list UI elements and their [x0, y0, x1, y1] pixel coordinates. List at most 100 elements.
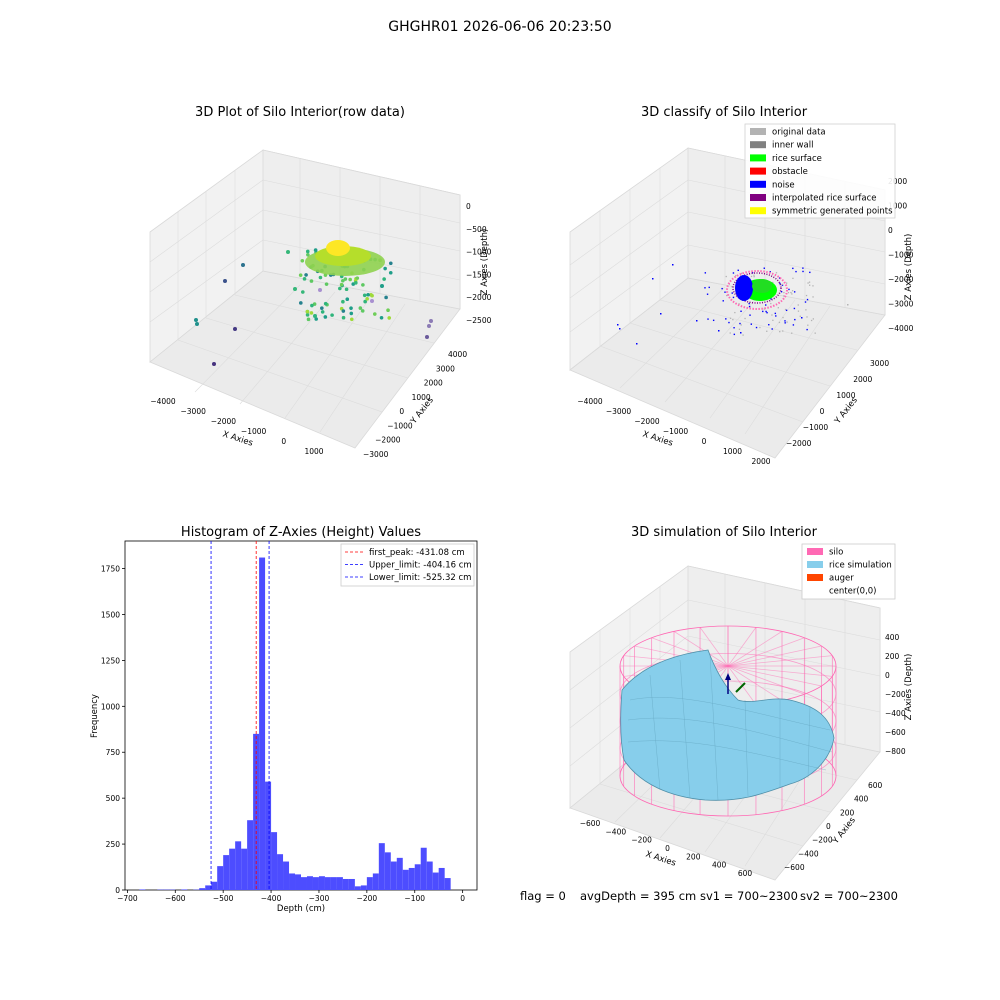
classify-noise-point [778, 277, 781, 279]
raw-point [341, 309, 346, 313]
raw-z-tick: −1000 [466, 248, 492, 257]
classify-legend-label: original data [772, 128, 826, 138]
classify-noise-point [802, 270, 804, 273]
classify-original-point [740, 324, 742, 326]
raw-x-tick: −4000 [150, 397, 176, 406]
classify-original-point [807, 282, 809, 284]
classify-z-ticks: −4000 −3000 −2000 −1000 0 1000 2000 [888, 177, 914, 333]
raw-x-ticks: −4000 −3000 −2000 −1000 0 1000 [150, 397, 323, 456]
classify-y-tick: 2000 [853, 375, 872, 384]
raw-point [241, 263, 245, 267]
histogram-bar [241, 848, 248, 890]
classify-noise-point [740, 310, 742, 312]
raw-point [341, 278, 345, 283]
simulation-z-tick: 0 [885, 671, 890, 680]
classify-noise-point [672, 264, 674, 266]
classify-original-point [782, 330, 784, 332]
simulation-x-ticks: −600 −400 −200 0 200 400 600 [580, 819, 753, 878]
raw-point [355, 276, 360, 280]
raw-point [313, 248, 318, 252]
classify-legend-swatch [750, 154, 766, 162]
histogram-bar [390, 861, 397, 890]
footer-status: flag = 0 avgDepth = 395 cm sv1 = 700~230… [520, 889, 898, 903]
classify-noise-point [724, 291, 726, 293]
classify-z-tick: −3000 [888, 300, 914, 309]
simulation-z-tick: −800 [885, 747, 906, 756]
classify-original-point [791, 293, 793, 295]
histogram-bar [247, 820, 254, 890]
panel-raw-title: 3D Plot of Silo Interior(row data) [195, 105, 405, 120]
histogram-bar [229, 848, 236, 890]
classify-original-point [799, 315, 801, 317]
simulation-legend-label: silo [829, 548, 843, 558]
simulation-x-tick: −600 [580, 819, 601, 828]
classify-noise-point [771, 328, 773, 330]
histogram-x-tick: −400 [261, 894, 282, 903]
classify-noise-point [737, 269, 739, 272]
classify-noise-point [755, 326, 758, 329]
classify-original-point [785, 282, 788, 284]
raw-point [349, 311, 354, 316]
histogram-legend-label: Upper_limit: -404.16 cm [369, 561, 472, 571]
classify-original-point [790, 291, 792, 294]
histogram-bar [360, 885, 367, 890]
classify-legend: original data inner wall rice surface obsta… [744, 123, 896, 219]
raw-z-tick: 0 [466, 202, 471, 211]
classify-legend-label: rice surface [772, 154, 822, 164]
histogram-legend-label: first_peak: -431.08 cm [369, 548, 465, 558]
classify-original-point [812, 318, 815, 320]
histogram-bar [438, 867, 445, 890]
classify-original-point [847, 304, 849, 306]
classify-original-point [810, 319, 813, 322]
simulation-x-tick: 0 [665, 844, 670, 853]
classify-original-point [806, 316, 808, 318]
classify-y-tick: 3000 [870, 359, 889, 368]
raw-point [305, 309, 310, 314]
simulation-y-tick: 600 [868, 781, 883, 790]
raw-point [360, 309, 365, 313]
classify-original-point [753, 276, 755, 278]
classify-noise-point [801, 317, 803, 319]
classify-original-point [781, 283, 784, 286]
raw-z-tick: −1500 [466, 270, 492, 279]
histogram-bar [336, 877, 343, 890]
histogram-legend-label: Lower_limit: -525.32 cm [369, 573, 471, 583]
classify-original-point [772, 281, 774, 284]
classify-zlabel: Z Axies (Depth) [904, 234, 914, 301]
classify-x-ticks: −4000−3000−2000−1000 0 1000 2000 [577, 397, 770, 466]
raw-point [313, 314, 317, 318]
histogram-y-tick: 750 [106, 748, 121, 757]
simulation-legend-swatch [807, 548, 823, 555]
classify-original-point [772, 319, 774, 321]
classify-noise-point [617, 324, 619, 326]
classify-original-point [812, 285, 814, 287]
classify-noise-point [728, 321, 730, 324]
raw-z-tick: −2000 [466, 293, 492, 302]
histogram-bar [420, 847, 427, 890]
histogram-bar [384, 852, 391, 890]
classify-y-tick: −2000 [786, 439, 812, 448]
raw-point [348, 277, 352, 282]
classify-original-point [809, 284, 811, 286]
raw-point [363, 299, 367, 304]
classify-noise-point [774, 312, 777, 315]
histogram-x-tick: −500 [213, 894, 234, 903]
raw-point [372, 312, 377, 316]
histogram-bar [223, 855, 230, 890]
classify-original-point [729, 317, 732, 319]
histogram-bar [330, 877, 337, 890]
classify-noise-point [804, 301, 807, 303]
classify-noise-point [793, 307, 796, 310]
raw-point [301, 290, 305, 294]
classify-original-point [734, 311, 736, 314]
silo-spoke [673, 631, 729, 667]
panel-classify-title: 3D classify of Silo Interior [641, 105, 808, 120]
histogram-lines [210, 541, 270, 890]
raw-point [369, 293, 373, 297]
raw-point [312, 302, 317, 306]
histogram-y-tick: 250 [106, 840, 121, 849]
raw-point [314, 317, 318, 321]
classify-x-tick: −3000 [606, 407, 632, 416]
classify-silo-ring [726, 270, 788, 310]
